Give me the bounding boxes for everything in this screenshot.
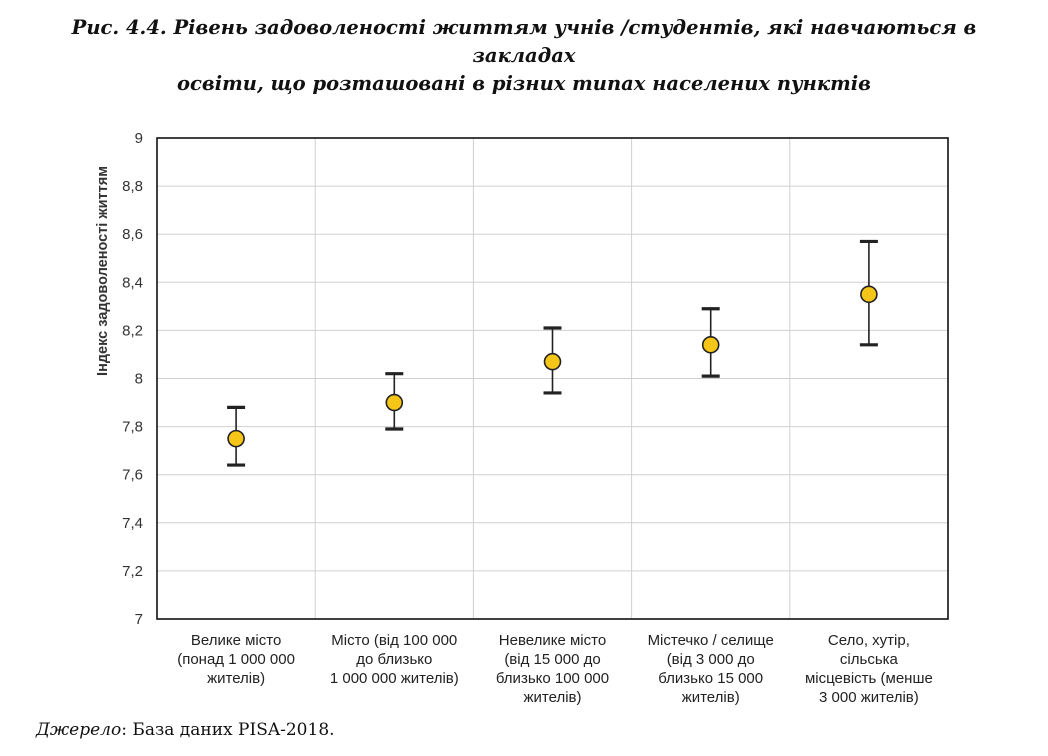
x-category-label-line: 3 000 жителів) — [819, 689, 919, 706]
y-tick-label: 8 — [135, 371, 143, 388]
figure-title: Рис. 4.4. Рівень задоволеності життям уч… — [20, 14, 1028, 98]
x-category-label-line: жителів) — [523, 689, 581, 706]
x-category-label-line: 1 000 000 жителів) — [330, 670, 459, 687]
y-tick-label: 9 — [135, 130, 143, 147]
x-category-label-line: (від 3 000 до — [667, 651, 755, 668]
data-point — [543, 352, 562, 371]
x-category-label-line: Село, хутір, — [828, 632, 910, 649]
data-marks — [227, 239, 878, 467]
y-tick-label: 7,4 — [122, 515, 143, 532]
y-axis-label: Індекс задоволеності життям — [95, 166, 111, 376]
x-category-label-line: місцевість (менше — [805, 670, 933, 687]
y-tick-label: 7 — [135, 611, 143, 628]
x-category-label-line: близько 15 000 — [658, 670, 763, 687]
x-category-label-line: (від 15 000 до — [504, 651, 600, 668]
y-tick-label: 8,8 — [122, 178, 143, 195]
y-tick-label: 8,2 — [122, 322, 143, 339]
y-axis: 7 7,2 7,4 7,6 7,8 8 8,2 8,4 8,6 8,8 9 — [122, 130, 143, 628]
data-point — [385, 393, 404, 412]
y-tick-label: 7,6 — [122, 467, 143, 484]
data-point — [860, 285, 878, 304]
x-category-label-line: близько 100 000 — [496, 670, 609, 687]
x-category-label-line: жителів) — [682, 689, 740, 706]
source-note: Джерело: База даних PISA-2018. — [36, 720, 335, 740]
source-text: : База даних PISA-2018. — [121, 720, 335, 740]
x-category-label-line: Невелике місто — [499, 632, 606, 649]
x-category-label-line: (понад 1 000 000 — [177, 651, 295, 668]
y-tick-label: 8,6 — [122, 226, 143, 243]
x-category-label-line: сільська — [840, 651, 899, 668]
y-tick-label: 7,2 — [122, 563, 143, 580]
figure-title-line-2: освіти, що розташовані в різних типах на… — [177, 72, 871, 95]
x-category-label-line: Містечко / селище — [648, 632, 774, 649]
y-tick-label: 7,8 — [122, 419, 143, 436]
x-category-label-line: жителів) — [207, 670, 265, 687]
plot-frame — [156, 137, 949, 620]
x-category-label-line: до близько — [356, 651, 432, 668]
source-label: Джерело — [36, 720, 122, 740]
data-point — [701, 336, 720, 354]
x-category-label: Місто (від 100 000 до близько 1 000 000 жи… — [330, 632, 459, 687]
x-axis-categories: Велике місто (понад 1 000 000 жителів)Міст… — [177, 632, 933, 706]
figure-title-line-1: Рис. 4.4. Рівень задоволеності життям уч… — [71, 16, 977, 67]
x-category-label-line: Місто (від 100 000 — [331, 632, 457, 649]
data-point — [227, 429, 245, 448]
y-tick-label: 8,4 — [122, 274, 143, 291]
x-category-label: Село, хутір, сільська місцевість (менше 3 0… — [805, 632, 933, 706]
x-category-label: Містечко / селище (від 3 000 до близько 15… — [648, 632, 774, 706]
x-category-label-line: Велике місто — [191, 632, 281, 649]
x-category-label: Велике місто (понад 1 000 000 жителів) — [177, 632, 295, 687]
x-category-label: Невелике місто (від 15 000 до близько 100 … — [496, 632, 609, 706]
